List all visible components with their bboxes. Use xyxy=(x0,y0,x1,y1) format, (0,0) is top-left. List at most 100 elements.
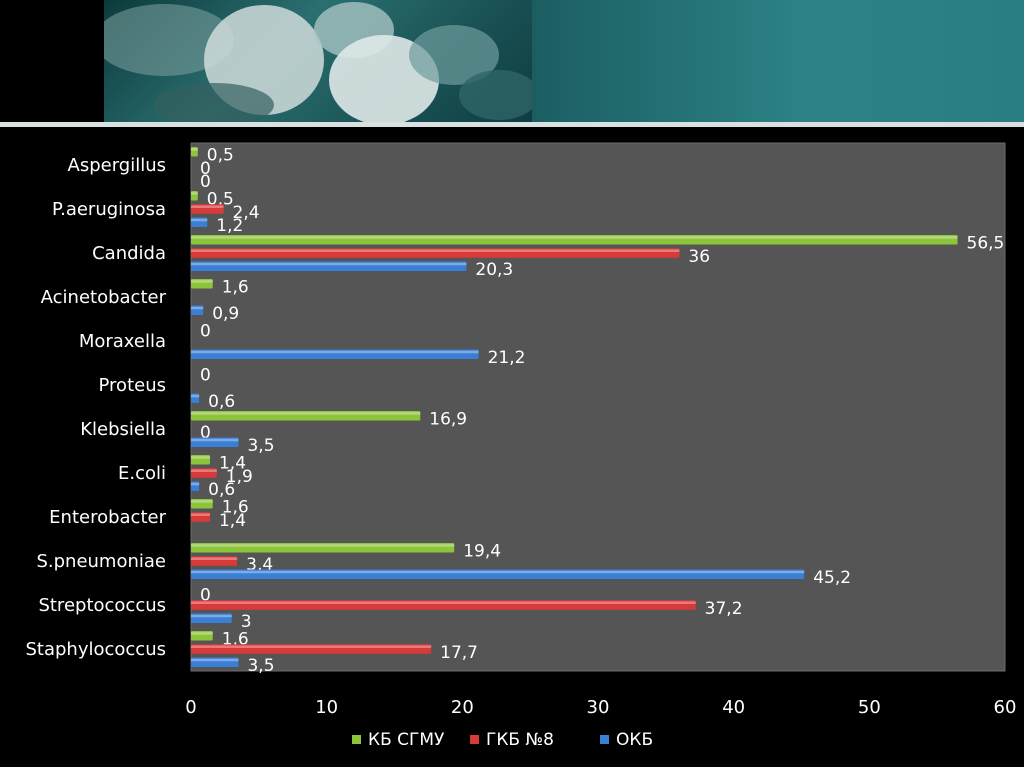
bar-fill xyxy=(191,278,213,289)
bar-series-gkb-8-enterobacter xyxy=(191,512,210,522)
bar-series-kb-sgmu-e-coli xyxy=(191,454,210,465)
bar-series-gkb-8-p-aeruginosa xyxy=(191,204,224,214)
bar-highlight xyxy=(191,262,467,266)
bar-series-okb-klebsiella xyxy=(191,437,239,448)
category-label-moraxella: Moraxella xyxy=(79,331,166,352)
bar-highlight xyxy=(191,570,805,574)
bar-series-kb-sgmu-klebsiella xyxy=(191,410,421,421)
category-label-e-coli: E.coli xyxy=(118,463,166,484)
legend-label: ОКБ xyxy=(616,730,653,750)
data-label-series-kb-sgmu-proteus: 0 xyxy=(200,365,211,385)
bar-chart: 1,617,73,5037,2319,43,445,21,61,41,41,90… xyxy=(25,142,1016,750)
bar-fill xyxy=(191,305,204,316)
bar-fill xyxy=(191,261,467,272)
bar-fill xyxy=(191,657,239,668)
bar-series-gkb-8-s-pneumoniae xyxy=(191,556,238,566)
bar-highlight xyxy=(191,218,208,222)
bar-highlight xyxy=(191,205,224,208)
legend-swatch xyxy=(352,735,361,744)
bar-highlight xyxy=(191,658,239,662)
bar-series-kb-sgmu-s-pneumoniae xyxy=(191,542,455,553)
data-label-series-gkb-8-p-aeruginosa: 2,4 xyxy=(233,203,260,223)
bar-fill xyxy=(191,498,213,509)
bar-series-kb-sgmu-aspergillus xyxy=(191,146,198,157)
data-label-series-gkb-8-staphylococcus: 17,7 xyxy=(440,643,478,663)
category-label-proteus: Proteus xyxy=(99,375,166,396)
bar-highlight xyxy=(191,544,455,547)
bar-series-kb-sgmu-acinetobacter xyxy=(191,278,213,289)
bar-highlight xyxy=(191,306,204,310)
data-label-series-okb-klebsiella: 3,5 xyxy=(247,436,274,456)
bar-highlight xyxy=(191,148,198,151)
bar-fill xyxy=(191,234,958,245)
data-label-series-kb-sgmu-e-coli: 1,4 xyxy=(219,453,246,473)
data-label-series-kb-sgmu-candida: 56,5 xyxy=(967,233,1005,253)
bar-fill xyxy=(191,146,198,157)
category-label-p-aeruginosa: P.aeruginosa xyxy=(52,199,166,220)
bar-fill xyxy=(191,569,805,580)
x-tick-labels: 0 10 20 30 40 50 60 xyxy=(185,697,1016,718)
category-label-candida: Candida xyxy=(92,243,166,264)
legend: КБ СГМУ ГКБ №8 ОКБ xyxy=(352,730,653,750)
data-label-series-kb-sgmu-streptococcus: 0 xyxy=(200,585,211,605)
bars-layer: 1,617,73,5037,2319,43,445,21,61,41,41,90… xyxy=(191,145,1004,676)
data-label-series-okb-moraxella: 21,2 xyxy=(488,348,526,368)
bar-series-kb-sgmu-staphylococcus xyxy=(191,630,213,641)
category-labels: Staphylococcus Streptococcus S.pneumoniae E… xyxy=(25,155,166,660)
data-label-series-gkb-8-candida: 36 xyxy=(688,247,710,267)
legend-swatch xyxy=(600,735,609,744)
bar-series-gkb-8-streptococcus xyxy=(191,600,696,610)
data-label-series-gkb-8-e-coli: 1,9 xyxy=(226,467,253,487)
bar-series-okb-proteus xyxy=(191,393,200,404)
bar-highlight xyxy=(191,280,213,283)
bar-fill xyxy=(191,217,208,228)
bar-series-gkb-8-e-coli xyxy=(191,468,217,478)
data-label-series-okb-e-coli: 0,6 xyxy=(208,480,235,500)
data-label-series-okb-streptococcus: 3 xyxy=(241,612,252,632)
bar-fill xyxy=(191,512,210,522)
bar-series-okb-e-coli xyxy=(191,481,200,492)
bar-series-okb-moraxella xyxy=(191,349,479,360)
bar-highlight xyxy=(191,645,432,648)
bar-fill xyxy=(191,204,224,214)
bar-highlight xyxy=(191,394,200,398)
bar-fill xyxy=(191,468,217,478)
data-label-series-gkb-8-streptococcus: 37,2 xyxy=(705,599,743,619)
bar-fill xyxy=(191,454,210,465)
microscopy-image xyxy=(94,2,539,127)
data-label-series-gkb-8-enterobacter: 1,4 xyxy=(219,511,246,531)
data-label-series-okb-proteus: 0,6 xyxy=(208,392,235,412)
bar-highlight xyxy=(191,632,213,635)
category-label-s-pneumoniae: S.pneumoniae xyxy=(36,551,166,572)
legend-item-series-gkb-8: ГКБ №8 xyxy=(470,730,554,750)
bar-series-okb-candida xyxy=(191,261,467,272)
data-label-series-okb-staphylococcus: 3,5 xyxy=(247,656,274,676)
data-label-series-kb-sgmu-acinetobacter: 1,6 xyxy=(222,277,249,297)
x-tick-label-0: 0 xyxy=(185,697,196,718)
category-label-streptococcus: Streptococcus xyxy=(38,595,166,616)
banner-divider xyxy=(0,122,1024,127)
data-label-series-okb-p-aeruginosa: 1,2 xyxy=(216,216,243,236)
category-label-enterobacter: Enterobacter xyxy=(49,507,166,528)
data-label-series-okb-acinetobacter: 0,9 xyxy=(212,304,239,324)
bar-highlight xyxy=(191,412,421,415)
x-tick-label-60: 60 xyxy=(994,697,1017,718)
bar-fill xyxy=(191,190,198,201)
legend-item-series-okb: ОКБ xyxy=(600,730,653,750)
bar-series-kb-sgmu-p-aeruginosa xyxy=(191,190,198,201)
data-label-series-okb-candida: 20,3 xyxy=(475,260,513,280)
data-label-series-kb-sgmu-moraxella: 0 xyxy=(200,321,211,341)
banner-microscopy-image xyxy=(94,0,539,127)
bar-highlight xyxy=(191,350,479,354)
legend-label: КБ СГМУ xyxy=(368,730,445,750)
legend-swatch xyxy=(470,735,479,744)
bar-highlight xyxy=(191,249,680,252)
bar-fill xyxy=(191,556,238,566)
bar-fill xyxy=(191,600,696,610)
bar-highlight xyxy=(191,557,238,560)
category-label-acinetobacter: Acinetobacter xyxy=(41,287,167,308)
bar-series-okb-acinetobacter xyxy=(191,305,204,316)
category-label-staphylococcus: Staphylococcus xyxy=(25,639,166,660)
x-tick-label-20: 20 xyxy=(451,697,474,718)
bar-fill xyxy=(191,393,200,404)
